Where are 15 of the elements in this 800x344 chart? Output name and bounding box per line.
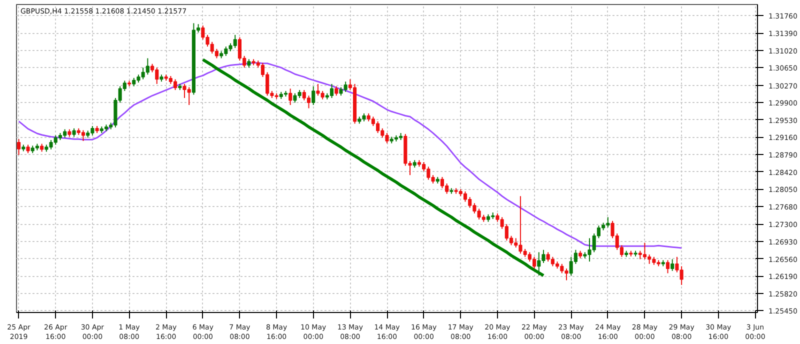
line-series bbox=[201, 58, 545, 278]
candlestick bbox=[214, 48, 218, 59]
candlestick bbox=[334, 86, 338, 96]
candlestick bbox=[463, 190, 468, 202]
candlestick bbox=[81, 130, 86, 142]
candlestick bbox=[312, 86, 316, 106]
candlestick bbox=[670, 258, 674, 272]
candlestick bbox=[440, 176, 444, 189]
candlestick bbox=[146, 58, 150, 76]
candlestick bbox=[330, 83, 334, 98]
candlestick bbox=[306, 95, 311, 109]
candlestick bbox=[642, 242, 647, 260]
candlestick bbox=[17, 138, 21, 156]
candlestick bbox=[288, 88, 292, 106]
candlestick bbox=[666, 260, 670, 274]
